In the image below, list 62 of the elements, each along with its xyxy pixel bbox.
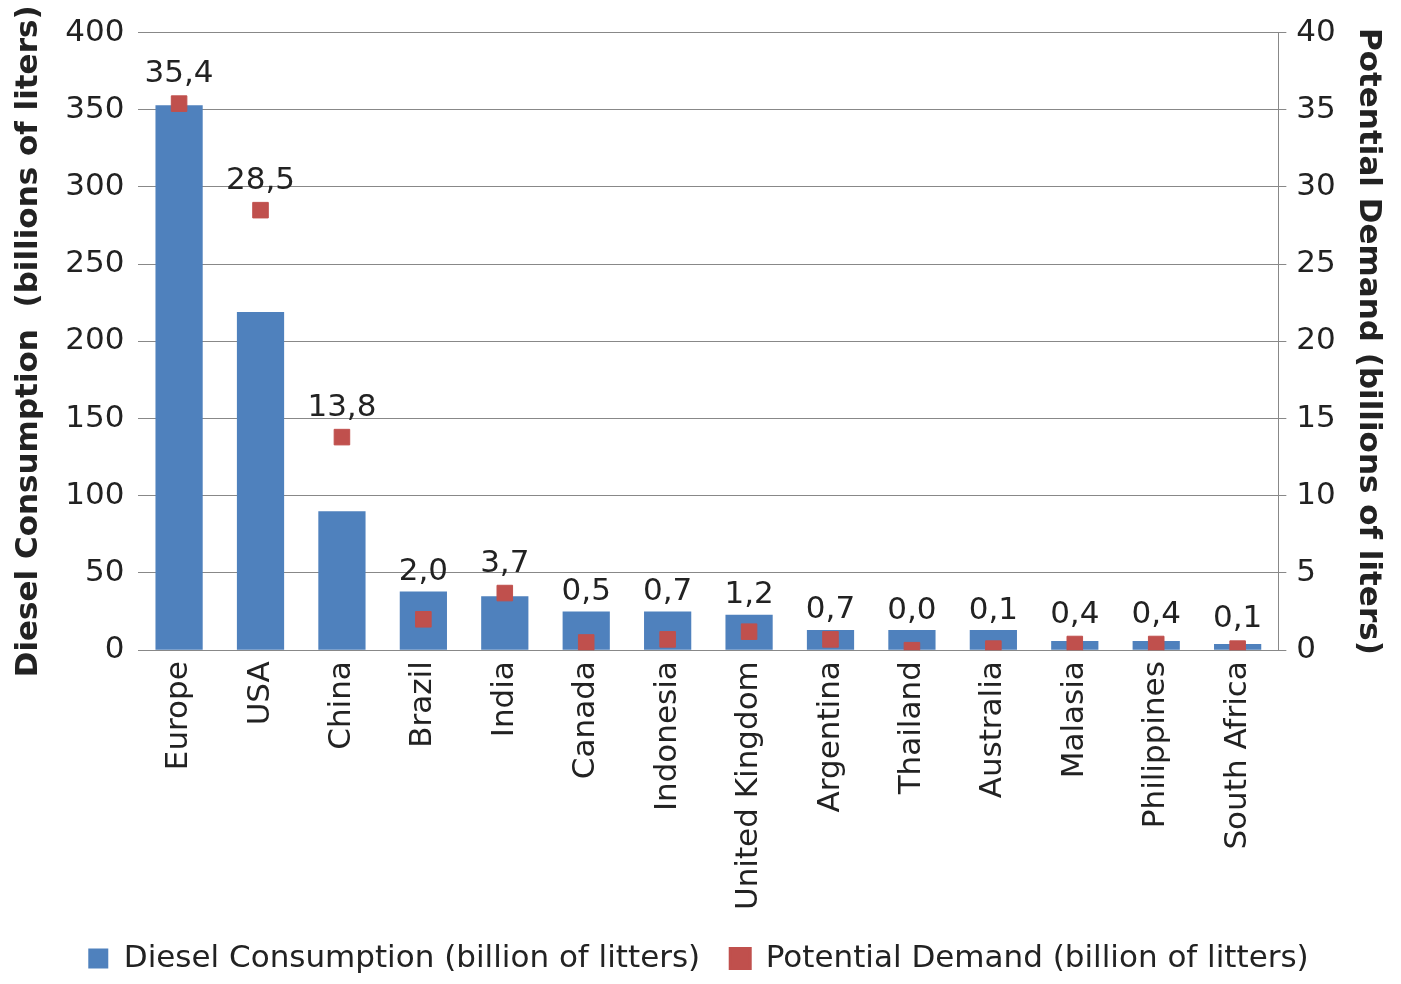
data-label: 0,4	[1050, 593, 1100, 630]
y2-tick-label: 30	[1296, 166, 1336, 203]
bar	[318, 511, 366, 650]
y2-tick-label: 15	[1296, 397, 1336, 434]
y2-tick-label: 20	[1296, 320, 1336, 357]
y-tick-label: 400	[65, 11, 125, 48]
point	[252, 201, 269, 219]
bar	[155, 105, 203, 650]
data-label: 28,5	[225, 159, 296, 196]
x-tick-label: Canada	[565, 661, 602, 780]
x-tick-label: Australia	[972, 661, 1009, 799]
x-tick-label: Thailand	[890, 661, 927, 796]
y2-tick-label: 0	[1296, 629, 1317, 666]
x-tick-label: United Kingdom	[728, 661, 765, 911]
data-label: 0,4	[1131, 593, 1181, 630]
data-label: 13,8	[307, 386, 377, 423]
y-tick-label: 0	[104, 629, 125, 666]
x-tick-label: China	[320, 661, 357, 750]
x-tick-label: Argentina	[809, 661, 846, 813]
point	[577, 634, 595, 651]
point	[1066, 635, 1084, 651]
y-tick-label: 350	[65, 88, 125, 125]
data-label: 2,0	[398, 551, 449, 588]
data-label: 0,1	[1212, 598, 1263, 635]
bar	[236, 312, 285, 650]
legend-label: Diesel Consumption (billion of litters)	[123, 937, 701, 974]
data-label: 0,1	[968, 589, 1019, 626]
y2-axis-title: Potential Demand (billions of liters)	[1353, 27, 1390, 655]
x-tick-label: Philippines	[1135, 661, 1172, 829]
y2-tick-label: 35	[1296, 88, 1336, 125]
point	[659, 631, 676, 648]
x-tick-label: Europe	[158, 661, 195, 771]
y-tick-label: 300	[65, 166, 125, 203]
data-label: 3,7	[480, 542, 530, 579]
y2-tick-label: 40	[1296, 11, 1336, 48]
legend-label: Potential Demand (billion of litters)	[765, 937, 1309, 974]
x-tick-label: Brazil	[402, 661, 439, 748]
y2-tick-label: 5	[1296, 552, 1317, 589]
x-tick-label: Indonesia	[646, 661, 683, 812]
data-label: 0,5	[561, 571, 611, 608]
y-tick-label: 250	[65, 243, 125, 280]
bar	[481, 596, 529, 650]
data-label: 1,2	[724, 574, 774, 611]
point	[496, 584, 514, 602]
y-axis-title: Diesel Consumption (billions of liters)	[7, 5, 44, 678]
y2-tick-label: 25	[1296, 243, 1336, 280]
x-tick-label: USA	[239, 661, 276, 726]
y-tick-label: 50	[84, 552, 125, 589]
y-tick-label: 150	[65, 397, 125, 434]
x-tick-label: Malasia	[1053, 661, 1090, 779]
data-label: 0,7	[642, 571, 693, 608]
y2-tick-label: 10	[1296, 474, 1336, 511]
data-label: 35,4	[144, 53, 214, 90]
data-label: 0,7	[805, 588, 856, 625]
x-tick-label: India	[483, 661, 520, 738]
x-tick-label: South Africa	[1216, 661, 1253, 850]
y-tick-label: 100	[65, 474, 125, 511]
y-tick-label: 200	[65, 320, 125, 357]
point	[333, 428, 351, 446]
point	[170, 95, 188, 112]
data-label: 0,0	[887, 589, 937, 626]
point	[1147, 635, 1165, 651]
